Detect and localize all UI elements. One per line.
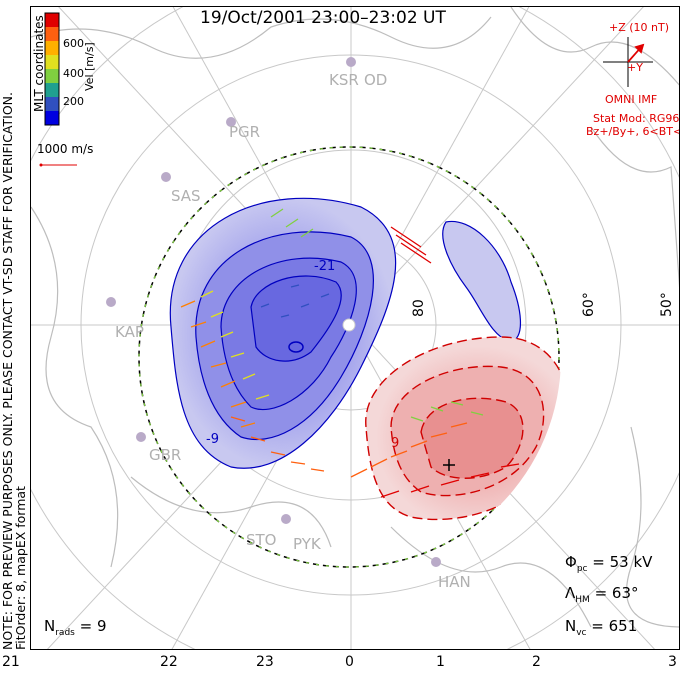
stat-lambda-hm: ΛHM = 63° xyxy=(565,584,639,605)
station-sto: STO xyxy=(246,531,277,549)
negative-cell xyxy=(169,197,397,469)
station-sas: SAS xyxy=(171,187,201,205)
colorbar-tick-200: 200 xyxy=(63,95,84,108)
station-gbr: GBR xyxy=(149,446,181,464)
imf-arrow xyxy=(627,43,645,63)
positive-cell xyxy=(365,336,561,521)
mlt-tick-0: 0 xyxy=(345,654,354,670)
negative-lobe xyxy=(442,220,522,343)
colorbar-label: Vel [m/s] xyxy=(83,42,96,91)
contour-label-pos9: 9 xyxy=(391,436,399,451)
mlt-tick-3: 3 xyxy=(668,654,677,670)
plot-title: 19/Oct/2001 23:00–23:02 UT xyxy=(200,8,446,28)
preview-note-line2: FitOrder: 8, mapEX format xyxy=(13,486,28,650)
contour-label-neg21: -21 xyxy=(314,259,335,274)
stat-n-vc-value: = 651 xyxy=(591,617,638,635)
stat-model-line2: Bz+/By+, 6<BT<12 xyxy=(586,125,680,138)
stat-n-vc: Nvc = 651 xyxy=(565,617,638,638)
colorbar xyxy=(44,12,60,126)
station-han: HAN xyxy=(438,573,471,591)
station-ksr: KSR xyxy=(329,71,359,89)
coordinate-system-label: MLT coordinates xyxy=(32,15,46,112)
stat-n-rads: Nrads = 9 xyxy=(44,617,107,638)
mlt-tick-22: 22 xyxy=(160,654,178,670)
imf-by-label: +Y xyxy=(627,61,643,74)
station-kap: KAP xyxy=(115,323,144,341)
mlt-tick-2: 2 xyxy=(532,654,541,670)
stat-lambda-hm-value: = 63° xyxy=(594,584,639,602)
mlt-tick-21: 21 xyxy=(2,654,20,670)
station-od: OD xyxy=(364,71,387,89)
convection-map: -21 -9 9 80 60° 50° KSR OD PGR SAS KAP G… xyxy=(30,6,680,650)
station-pgr: PGR xyxy=(229,123,260,141)
stat-phi-pc: Φpc = 53 kV xyxy=(565,553,653,574)
mlt-tick-23: 23 xyxy=(256,654,274,670)
station-pyk: PYK xyxy=(293,535,322,553)
lat-label-50: 50° xyxy=(659,292,675,317)
plus-marker xyxy=(443,459,455,471)
lat-label-60: 60° xyxy=(581,292,597,317)
velocity-scale-bar xyxy=(39,163,77,167)
imf-bz-label: +Z (10 nT) xyxy=(609,21,669,34)
colorbar-tick-600: 600 xyxy=(63,37,84,50)
stat-n-rads-value: = 9 xyxy=(79,617,107,635)
stat-model-line1: Stat Mod: RG96 xyxy=(593,112,679,125)
mlt-tick-1: 1 xyxy=(436,654,445,670)
stations xyxy=(106,57,441,567)
velocity-vectors xyxy=(180,208,520,498)
imf-source: OMNI IMF xyxy=(605,93,657,106)
preview-note: NOTE: FOR PREVIEW PURPOSES ONLY. PLEASE … xyxy=(0,92,28,650)
map-canvas: -21 -9 9 80 60° 50° KSR OD PGR SAS KAP G… xyxy=(31,7,680,649)
stat-phi-pc-value: = 53 kV xyxy=(592,553,653,571)
colorbar-tick-400: 400 xyxy=(63,67,84,80)
pole-marker xyxy=(342,318,356,332)
contour-label-neg9: -9 xyxy=(206,432,219,447)
lat-label-80: 80 xyxy=(411,299,427,317)
velocity-scale-label: 1000 m/s xyxy=(37,142,93,156)
